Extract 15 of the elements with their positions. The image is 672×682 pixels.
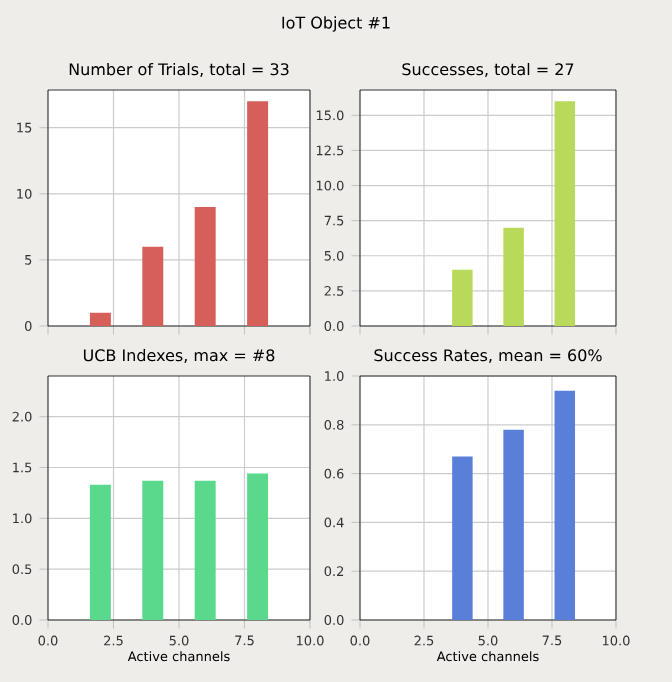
text: IoT Object #1 bbox=[282, 16, 390, 32]
bar bbox=[142, 246, 164, 327]
chart-title: UCB Indexes, max = #8 bbox=[83, 348, 275, 363]
bar bbox=[503, 227, 524, 327]
chart-title: Number of Trials, total = 33 bbox=[69, 62, 289, 77]
bar bbox=[247, 101, 269, 327]
bar bbox=[89, 312, 111, 327]
bar bbox=[554, 101, 576, 327]
bar bbox=[194, 207, 216, 327]
chart-title: Successes, total = 27 bbox=[402, 62, 574, 77]
bar bbox=[452, 269, 473, 327]
chart-title: Success Rates, mean = 60% bbox=[374, 349, 602, 363]
bar bbox=[452, 456, 473, 621]
bar bbox=[554, 390, 576, 621]
bar bbox=[503, 429, 524, 621]
